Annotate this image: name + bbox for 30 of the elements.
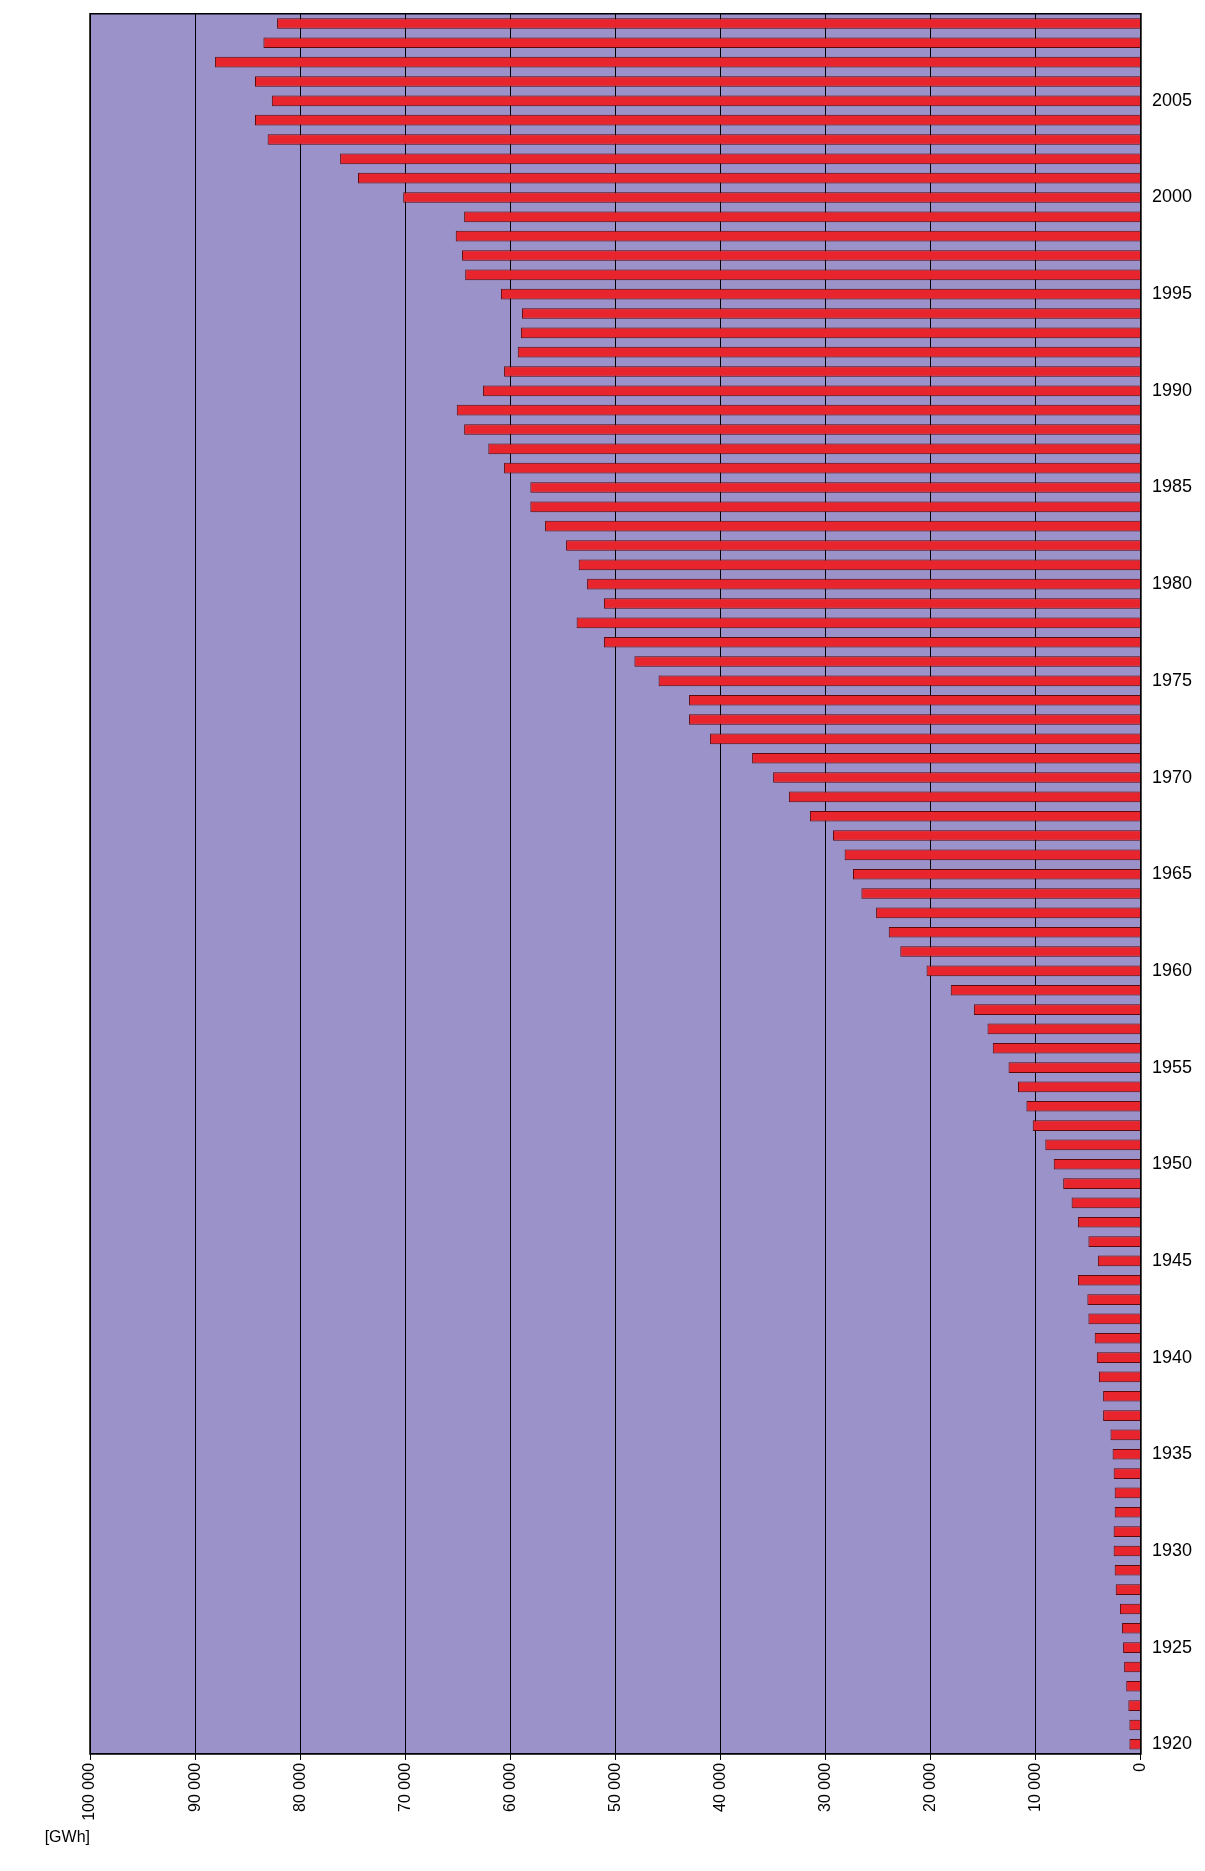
y-tick-label: 1980	[1151, 573, 1192, 594]
x-tick-label: 20 000	[921, 1762, 939, 1812]
y-tick-label: 1960	[1151, 959, 1192, 980]
y-tick-label: 2005	[1151, 89, 1192, 110]
x-tick-label: 60 000	[500, 1762, 518, 1812]
y-tick-label: 1955	[1151, 1056, 1192, 1077]
x-tick-label: 80 000	[290, 1762, 308, 1812]
x-tick-label: 50 000	[605, 1762, 623, 1812]
x-tick-label: 100 000	[80, 1762, 98, 1821]
x-tick-label: 70 000	[395, 1762, 413, 1812]
y-tick-label: 1945	[1151, 1249, 1192, 1270]
y-tick-label: 1940	[1151, 1346, 1192, 1367]
y-tick-label: 1935	[1151, 1443, 1192, 1464]
x-axis-title: [GWh]	[44, 1827, 90, 1845]
y-tick-label: 1930	[1151, 1539, 1192, 1560]
y-tick-label: 1975	[1151, 669, 1192, 690]
x-tick-label: 90 000	[185, 1762, 203, 1812]
y-tick-label: 1965	[1151, 863, 1192, 884]
x-tick-label: 0	[1131, 1762, 1149, 1772]
y-tick-label: 1950	[1151, 1153, 1192, 1174]
y-tick-label: 1920	[1151, 1733, 1192, 1754]
x-tick-label: 40 000	[710, 1762, 728, 1812]
y-tick-label: 1970	[1151, 766, 1192, 787]
y-tick-label: 1995	[1151, 283, 1192, 304]
y-tick-label: 1990	[1151, 379, 1192, 400]
y-tick-label: 2000	[1151, 186, 1192, 207]
x-tick-label: 30 000	[816, 1762, 834, 1812]
y-tick-label: 1925	[1151, 1636, 1192, 1657]
x-tick-label: 10 000	[1026, 1762, 1044, 1812]
y-tick-label: 1985	[1151, 476, 1192, 497]
